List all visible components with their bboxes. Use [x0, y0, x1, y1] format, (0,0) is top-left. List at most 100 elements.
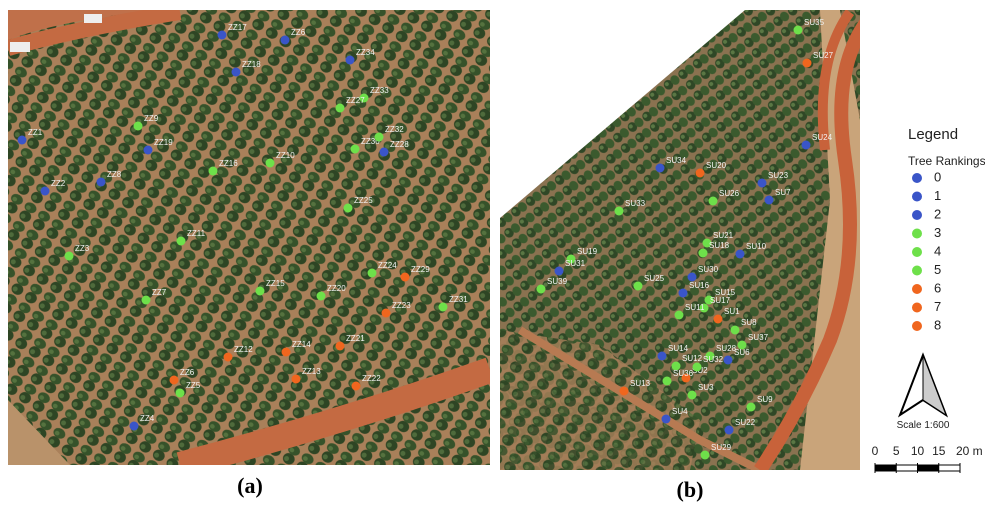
tree-point [634, 282, 643, 291]
tree-point [382, 309, 391, 318]
tree-label: SU3 [698, 383, 714, 392]
scale-label: 10 [911, 444, 925, 458]
tree-point [317, 292, 326, 301]
tree-point [336, 342, 345, 351]
tree-label: SU6 [734, 348, 750, 357]
legend-title: Legend [908, 126, 958, 143]
scale-segment [939, 465, 960, 471]
tree-label: ZZ22 [362, 374, 381, 383]
tree-label: SU1 [724, 307, 740, 316]
legend-label: 3 [934, 225, 941, 240]
legend-subtitle: Tree Rankings [908, 154, 985, 168]
tree-point [281, 36, 290, 45]
tree-label: SU24 [812, 133, 833, 142]
tree-label: SU31 [565, 259, 586, 268]
scale-label: 0 [872, 444, 879, 458]
tree-point [794, 26, 803, 35]
scale-segment [918, 465, 939, 471]
legend-swatch [912, 210, 922, 220]
legend-label: 1 [934, 188, 941, 203]
legend-swatch [912, 266, 922, 276]
tree-point [375, 133, 384, 142]
tree-label: SU12 [682, 354, 703, 363]
caption: (b) [677, 477, 704, 502]
figure: ZZ17ZZ6ZZ34ZZ18ZZ33ZZ27ZZ1ZZ9ZZ19ZZ30ZZ3… [0, 0, 985, 511]
tree-point [663, 377, 672, 386]
tree-point [41, 187, 50, 196]
tree-point [232, 68, 241, 77]
legend-swatch [912, 229, 922, 239]
tree-label: ZZ23 [392, 301, 411, 310]
tree-point [758, 179, 767, 188]
tree-point [696, 169, 705, 178]
tree-point [346, 56, 355, 65]
tree-point [209, 167, 218, 176]
tree-point [765, 196, 774, 205]
tree-point [709, 197, 718, 206]
tree-point [714, 315, 723, 324]
tree-label: ZZ17 [228, 23, 247, 32]
tree-label: ZZ28 [390, 140, 409, 149]
tree-point [256, 287, 265, 296]
tree-point [699, 249, 708, 258]
tree-label: ZZ10 [276, 151, 295, 160]
tree-label: SU25 [644, 274, 665, 283]
legend-items: 012345678 [912, 169, 941, 332]
tree-point [537, 285, 546, 294]
scale-label: 5 [893, 444, 900, 458]
legend-swatch [912, 247, 922, 257]
legend-swatch [912, 192, 922, 202]
tree-label: ZZ15 [266, 279, 285, 288]
tree-label: SU23 [768, 171, 789, 180]
tree-label: SU4 [672, 407, 688, 416]
tree-point [144, 146, 153, 155]
tree-label: ZZ6 [180, 368, 195, 377]
legend-swatch [912, 303, 922, 313]
tree-label: SU9 [757, 395, 773, 404]
tree-point [401, 273, 410, 282]
aerial-image-a [8, 10, 490, 465]
tree-point [18, 136, 27, 145]
caption: (a) [237, 473, 263, 498]
tree-label: SU13 [630, 379, 651, 388]
tree-label: ZZ25 [354, 196, 373, 205]
legend-swatch [912, 173, 922, 183]
legend-swatch [912, 284, 922, 294]
tree-point [615, 207, 624, 216]
north-arrow: Scale 1:600 [897, 355, 950, 431]
tree-label: SU30 [698, 265, 719, 274]
scale-segment [875, 465, 896, 471]
tree-label: SU29 [711, 443, 732, 452]
tree-point [662, 415, 671, 424]
legend-label: 6 [934, 280, 941, 295]
tree-point [224, 353, 233, 362]
tree-point [368, 269, 377, 278]
tree-point [170, 376, 179, 385]
tree-label: SU34 [666, 156, 687, 165]
tree-point [380, 148, 389, 157]
tree-label: SU10 [746, 242, 767, 251]
tree-point [292, 375, 301, 384]
tree-point [803, 59, 812, 68]
tree-point [747, 403, 756, 412]
tree-point [336, 104, 345, 113]
tree-label: SU14 [668, 344, 689, 353]
tree-label: SU35 [804, 18, 825, 27]
tree-label: SU8 [741, 318, 757, 327]
tree-label: ZZ13 [302, 367, 321, 376]
tree-label: ZZ18 [242, 60, 261, 69]
tree-label: ZZ1 [28, 128, 43, 137]
tree-label: ZZ34 [356, 48, 375, 57]
scale-ratio: Scale 1:600 [897, 420, 950, 431]
tree-label: ZZ33 [370, 86, 389, 95]
tree-label: SU22 [735, 418, 756, 427]
tree-point [130, 422, 139, 431]
tree-label: ZZ24 [378, 261, 397, 270]
legend-label: 2 [934, 206, 941, 221]
legend-swatch [912, 321, 922, 331]
tree-point [65, 252, 74, 261]
tree-label: ZZ3 [75, 244, 90, 253]
tree-point [658, 352, 667, 361]
tree-label: SU33 [625, 199, 646, 208]
